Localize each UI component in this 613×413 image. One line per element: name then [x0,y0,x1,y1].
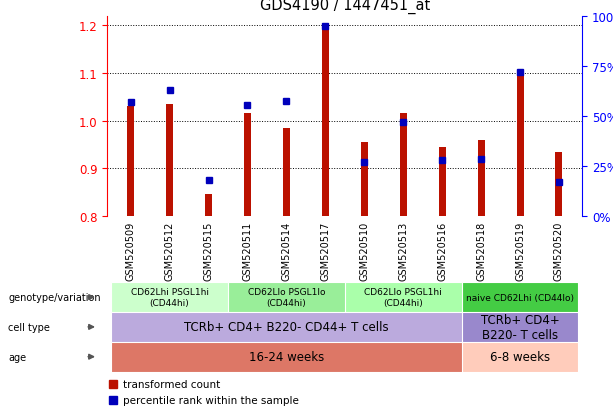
Bar [478,140,485,216]
Text: CD62Llo PSGL1lo
(CD44hi): CD62Llo PSGL1lo (CD44hi) [248,288,325,307]
Bar [127,107,134,216]
Text: GSM520510: GSM520510 [359,221,369,281]
Bar [517,74,524,216]
Bar [166,104,173,216]
Text: 16-24 weeks: 16-24 weeks [249,350,324,363]
Text: GSM520519: GSM520519 [515,221,525,281]
Text: GSM520511: GSM520511 [243,221,253,281]
Bar [439,147,446,216]
Text: CD62Lhi PSGL1hi
(CD44hi): CD62Lhi PSGL1hi (CD44hi) [131,288,208,307]
Text: GSM520515: GSM520515 [204,221,213,281]
Text: genotype/variation: genotype/variation [9,292,101,302]
Text: GSM520520: GSM520520 [554,221,564,281]
Text: GSM520514: GSM520514 [281,221,291,281]
Text: percentile rank within the sample: percentile rank within the sample [123,395,299,405]
Text: GSM520513: GSM520513 [398,221,408,281]
Text: CD62Llo PSGL1hi
(CD44hi): CD62Llo PSGL1hi (CD44hi) [364,288,442,307]
Bar [555,152,563,216]
Text: 6-8 weeks: 6-8 weeks [490,350,550,363]
Text: GSM520517: GSM520517 [321,221,330,281]
Bar [322,26,329,216]
Text: age: age [9,352,26,362]
Text: naive CD62Lhi (CD44lo): naive CD62Lhi (CD44lo) [466,293,574,302]
Text: cell type: cell type [9,322,50,332]
Text: TCRb+ CD4+
B220- T cells: TCRb+ CD4+ B220- T cells [481,313,560,341]
Bar [400,114,407,216]
Bar [283,128,290,216]
Text: GSM520516: GSM520516 [437,221,447,281]
Bar [361,142,368,216]
Text: transformed count: transformed count [123,379,220,389]
Text: TCRb+ CD4+ B220- CD44+ T cells: TCRb+ CD4+ B220- CD44+ T cells [184,320,389,334]
Bar [244,114,251,216]
Text: GSM520512: GSM520512 [164,221,175,281]
Bar [205,195,212,216]
Text: GSM520509: GSM520509 [126,221,135,281]
Text: GSM520518: GSM520518 [476,221,486,281]
Title: GDS4190 / 1447451_at: GDS4190 / 1447451_at [260,0,430,14]
